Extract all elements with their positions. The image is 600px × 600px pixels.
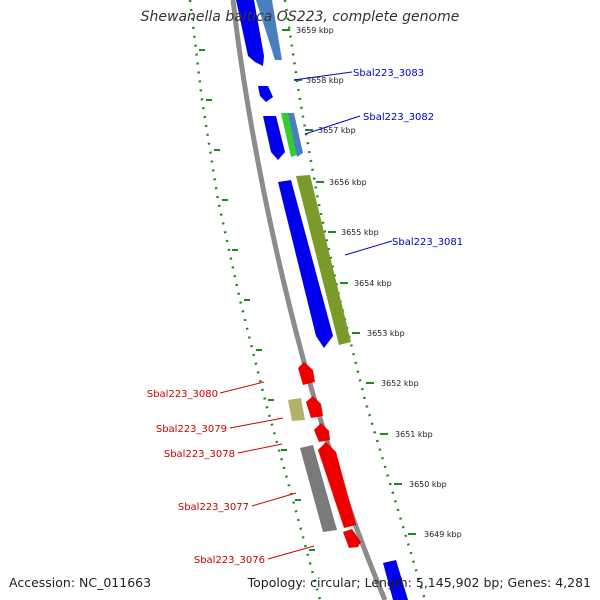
gene-label-3082[interactable]: Sbal223_3082 [363, 112, 434, 123]
leader-line-3081 [344, 240, 393, 256]
tick-label-3658: 3658 kbp [306, 76, 344, 85]
outer-dotted-ring [188, 0, 322, 600]
leader-line-3083 [293, 71, 353, 81]
gene-red-3077[interactable] [318, 442, 356, 528]
gene-khaki-3079[interactable] [288, 398, 305, 421]
tick-label-3657: 3657 kbp [318, 126, 356, 135]
genome-summary: Topology: circular; Length: 5,145,902 bp… [247, 575, 591, 590]
gene-steel-top[interactable] [256, 0, 282, 60]
leader-line-3076 [267, 545, 315, 560]
accession-label: Accession: NC_011663 [9, 575, 152, 590]
gene-steel-3082[interactable] [288, 113, 303, 157]
gene-gray-3077[interactable] [300, 445, 337, 532]
inner-dotted-ring [283, 0, 427, 600]
tick-marks [282, 29, 416, 535]
outer-ring-dashes [199, 49, 315, 551]
gene-blue-top[interactable] [236, 0, 264, 66]
leader-line-3079 [229, 417, 284, 429]
tick-label-3653: 3653 kbp [367, 329, 405, 338]
tick-label-3652: 3652 kbp [381, 379, 419, 388]
gene-label-3081[interactable]: Sbal223_3081 [392, 237, 463, 248]
gene-label-3079[interactable]: Sbal223_3079 [156, 424, 227, 435]
tick-label-3659: 3659 kbp [296, 26, 334, 35]
leader-line-3078 [237, 443, 283, 454]
gene-label-3076[interactable]: Sbal223_3076 [194, 555, 265, 566]
gene-label-3080[interactable]: Sbal223_3080 [147, 389, 218, 400]
leader-line-3080 [219, 381, 265, 394]
leader-line-3077 [251, 492, 297, 507]
tick-label-3656: 3656 kbp [329, 178, 367, 187]
gene-green-3082[interactable] [281, 113, 297, 157]
tick-label-3655: 3655 kbp [341, 228, 379, 237]
gene-red-3076[interactable] [343, 529, 361, 548]
tick-label-3654: 3654 kbp [354, 279, 392, 288]
gene-red-3080[interactable] [298, 362, 315, 385]
gene-blue-3082[interactable] [263, 116, 285, 160]
tick-label-3649: 3649 kbp [424, 530, 462, 539]
gene-red-3079[interactable] [306, 396, 323, 418]
gene-label-3078[interactable]: Sbal223_3078 [164, 449, 235, 460]
gene-blue-bottom[interactable] [383, 560, 408, 600]
leader-line-3082 [304, 115, 361, 135]
gene-label-3077[interactable]: Sbal223_3077 [178, 502, 249, 513]
gene-blue-3081[interactable] [278, 180, 333, 348]
map-title: Shewanella baltica OS223, complete genom… [140, 9, 460, 25]
tick-label-3651: 3651 kbp [395, 430, 433, 439]
gene-red-3078[interactable] [314, 423, 330, 442]
gene-label-3083[interactable]: Sbal223_3083 [353, 68, 424, 79]
gene-olive-3081[interactable] [296, 175, 351, 345]
gene-blue-small[interactable] [258, 86, 273, 102]
tick-label-3650: 3650 kbp [409, 480, 447, 489]
